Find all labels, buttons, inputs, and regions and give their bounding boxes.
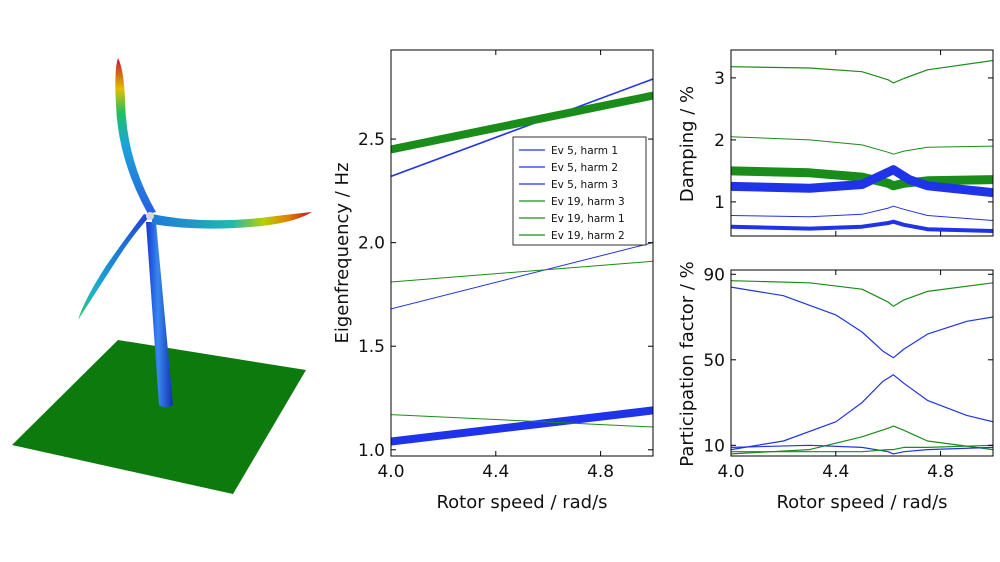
series-line-1 <box>391 78 653 178</box>
turbine-blade-left <box>78 214 150 320</box>
chart-eigenfrequency: 1.0 1.5 2.0 2.5 4.0 4.4 4.8 Eigenfrequency / H… <box>332 49 654 513</box>
legend-entry: Ev 19, harm 3 <box>551 196 625 208</box>
x-tick-label: 4.0 <box>717 462 744 482</box>
chart-eigenfrequency-xlabel: Rotor speed / rad/s <box>436 492 607 513</box>
turbine-blade-up <box>115 58 156 214</box>
chart-eigenfrequency-marks <box>391 78 653 446</box>
chart-damping-axes: 1 2 3 <box>714 50 993 236</box>
chart-damping: 1 2 3 Damping / % <box>677 49 994 237</box>
chart-eigenfrequency-legend: Ev 5, harm 1 Ev 5, harm 2 Ev 5, harm 3 Ev 1… <box>512 136 647 246</box>
y-tick-label: 1.5 <box>358 337 385 357</box>
y-tick-label: 1 <box>714 193 725 213</box>
chart-participation-factor-xlabel: Rotor speed / rad/s <box>776 492 947 513</box>
x-tick-label: 4.8 <box>587 462 614 482</box>
chart-participation-factor-frame <box>730 269 994 457</box>
series-line-6 <box>391 414 653 428</box>
series-line-5 <box>731 205 993 221</box>
series-line-1 <box>731 59 993 84</box>
x-tick-label: 4.4 <box>482 462 509 482</box>
chart-participation-factor-marks <box>731 280 993 455</box>
legend-entry: Ev 5, harm 3 <box>551 179 618 191</box>
series-line-5 <box>391 260 653 283</box>
legend-entry: Ev 19, harm 1 <box>551 213 625 225</box>
x-tick-label: 4.4 <box>822 462 849 482</box>
legend-entry: Ev 5, harm 1 <box>551 145 618 157</box>
y-tick-label: 50 <box>703 351 725 371</box>
chart-eigenfrequency-frame <box>390 49 654 457</box>
series-line-3 <box>391 406 653 446</box>
turbine-hub <box>146 212 154 220</box>
wind-turbine-mode-shape-icon <box>12 58 312 494</box>
chart-eigenfrequency-axes: 1.0 1.5 2.0 2.5 4.0 4.4 4.8 <box>358 50 653 482</box>
series-line-6 <box>731 444 993 453</box>
chart-participation-factor: 10 50 90 4.0 4.4 4.8 Participation factor / %… <box>677 261 994 513</box>
series-line-2 <box>731 286 993 359</box>
series-line-1 <box>731 280 993 307</box>
chart-damping-frame <box>730 49 994 237</box>
chart-damping-ylabel: Damping / % <box>677 86 698 202</box>
chart-participation-factor-axes: 10 50 90 4.0 4.4 4.8 <box>703 265 993 482</box>
legend-box <box>512 136 647 246</box>
x-tick-label: 4.0 <box>377 462 404 482</box>
y-tick-label: 2.0 <box>358 234 385 254</box>
y-tick-label: 2.5 <box>358 130 385 150</box>
y-tick-label: 2 <box>714 131 725 151</box>
y-tick-label: 3 <box>714 69 725 89</box>
ground-plane <box>12 340 306 494</box>
y-tick-label: 10 <box>703 436 725 456</box>
series-line-4 <box>731 425 993 455</box>
legend-entry: Ev 19, harm 2 <box>551 230 625 242</box>
series-line-2 <box>391 242 653 310</box>
chart-participation-factor-ylabel: Participation factor / % <box>677 261 698 466</box>
series-line-5 <box>731 444 993 455</box>
y-tick-label: 90 <box>703 265 725 285</box>
turbine-blade-right <box>152 212 312 229</box>
x-tick-label: 4.8 <box>927 462 954 482</box>
series-line-6 <box>731 219 993 233</box>
series-line-4 <box>731 165 993 198</box>
turbine-tower <box>146 222 173 408</box>
series-line-3 <box>731 374 993 451</box>
chart-damping-marks <box>731 59 993 233</box>
y-tick-label: 1.0 <box>358 441 385 461</box>
legend-entry: Ev 5, harm 2 <box>551 162 618 174</box>
series-line-2 <box>731 136 993 155</box>
chart-eigenfrequency-ylabel: Eigenfrequency / Hz <box>332 162 353 343</box>
series-line-4 <box>391 91 653 154</box>
